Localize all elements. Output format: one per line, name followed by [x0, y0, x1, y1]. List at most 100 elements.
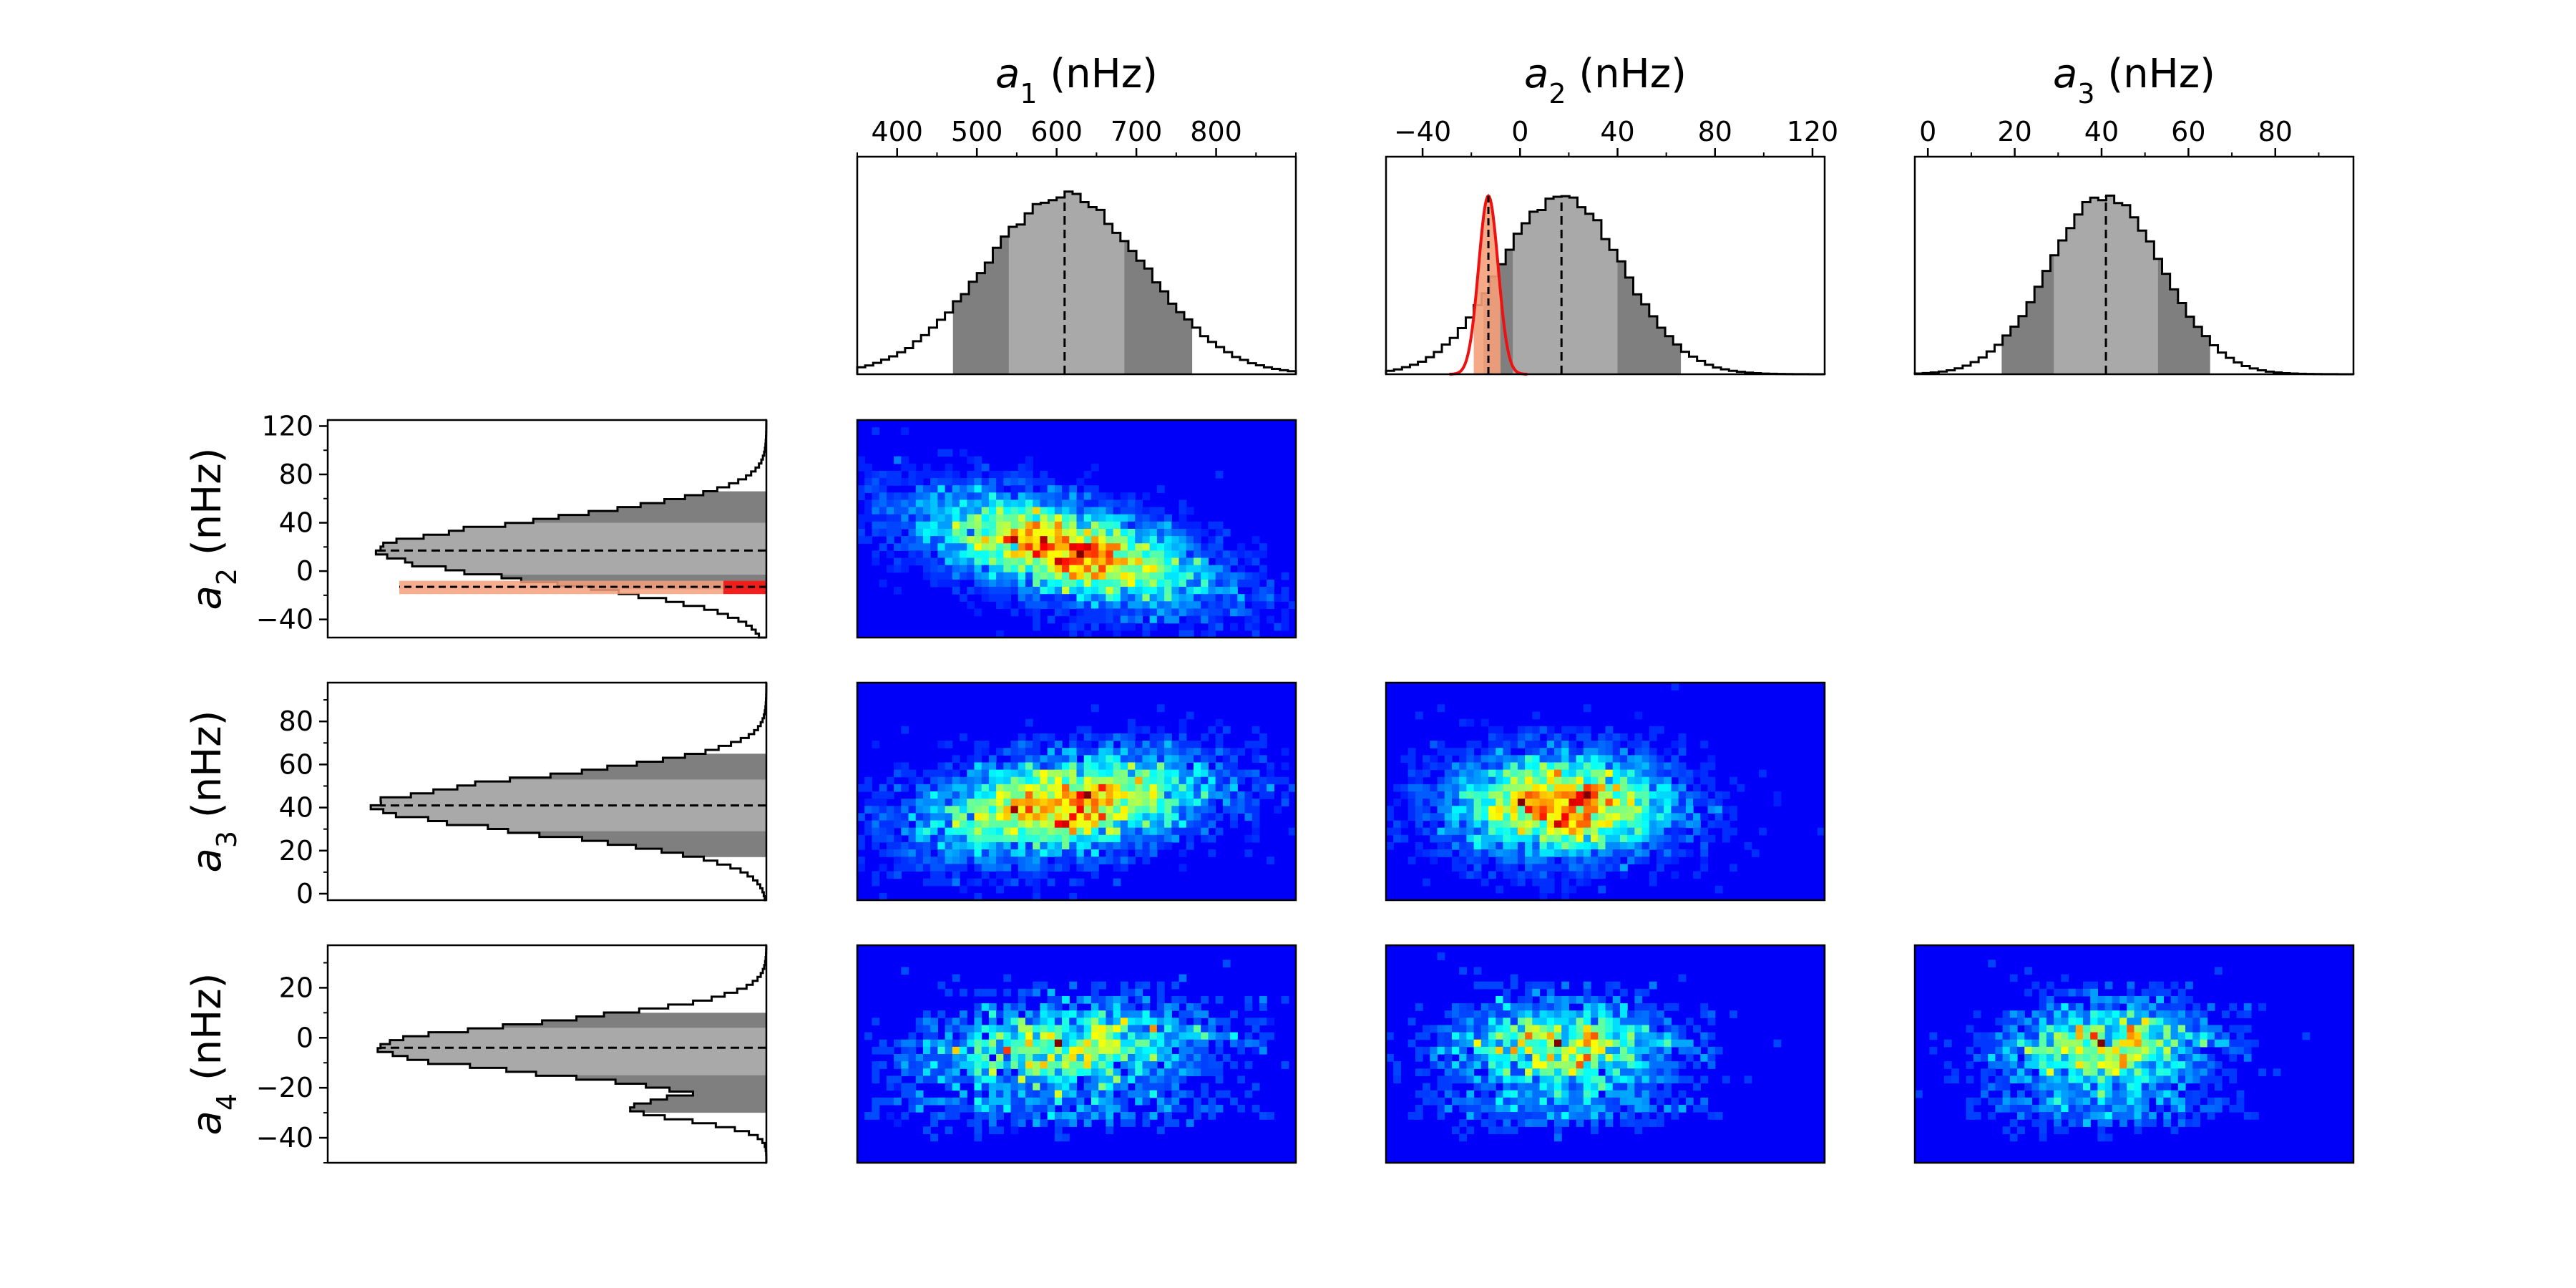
- heatmap-cell: [1634, 995, 1643, 1004]
- heatmap-cell: [2017, 1061, 2025, 1069]
- heatmap-cell: [1281, 748, 1289, 756]
- heatmap-cell: [1113, 1018, 1121, 1026]
- heatmap-cell: [2119, 1104, 2127, 1113]
- heatmap-cell: [1693, 1083, 1701, 1091]
- heatmap-cell: [930, 1112, 938, 1120]
- heatmap-cell: [1583, 995, 1591, 1004]
- heatmap-cell: [1386, 806, 1394, 814]
- heatmap-cell: [945, 1075, 953, 1084]
- heatmap-cell: [945, 741, 953, 748]
- heatmap-cell: [1561, 733, 1570, 741]
- heatmap-cell: [1583, 1075, 1591, 1084]
- heatmap-cell: [1003, 557, 1012, 566]
- heatmap-cell: [1415, 1090, 1423, 1098]
- heatmap-cell: [1120, 1032, 1128, 1040]
- heatmap-cell: [1025, 601, 1033, 610]
- heatmap-cell: [1480, 849, 1489, 857]
- heatmap-cell: [1113, 857, 1121, 864]
- heatmap-cell: [1040, 1032, 1048, 1040]
- heatmap-cell: [967, 565, 975, 573]
- heatmap-cell: [2031, 981, 2040, 990]
- heatmap-cell: [1047, 995, 1055, 1004]
- heatmap-cell: [1128, 529, 1136, 537]
- heatmap-cell: [1583, 1054, 1591, 1062]
- heatmap-cell: [1201, 557, 1209, 566]
- heatmap-cell: [1619, 769, 1628, 778]
- heatmap-cell: [1033, 478, 1041, 486]
- heatmap-cell: [901, 841, 909, 850]
- heatmap-cell: [1120, 806, 1128, 814]
- heatmap-cell: [1025, 1083, 1033, 1091]
- heatmap-cell: [2119, 1112, 2127, 1120]
- joint-heatmap-a2-a3: [1385, 681, 1826, 902]
- axis-symbol: a: [184, 848, 230, 872]
- heatmap-cell: [1142, 1097, 1151, 1106]
- heatmap-cell: [1503, 1018, 1511, 1026]
- heatmap-cell: [1230, 748, 1238, 756]
- heatmap-cell: [1113, 587, 1121, 595]
- heatmap-cell: [1098, 1075, 1106, 1084]
- heatmap-cell: [1033, 1075, 1041, 1084]
- heatmap-cell: [1707, 1112, 1716, 1120]
- heatmap-cell: [952, 470, 960, 479]
- heatmap-cell: [1062, 776, 1070, 785]
- heatmap-cell: [1591, 1025, 1599, 1033]
- heatmap-cell: [1054, 1025, 1063, 1033]
- heatmap-cell: [1069, 748, 1078, 756]
- heatmap-cell: [1047, 1018, 1055, 1026]
- heatmap-cell: [1040, 834, 1048, 843]
- heatmap-cell: [2068, 1010, 2077, 1018]
- heatmap-cell: [1244, 594, 1253, 602]
- heatmap-cell: [1473, 1032, 1482, 1040]
- heatmap-cell: [960, 827, 967, 836]
- heatmap-cell: [2061, 1104, 2069, 1113]
- heatmap-cell: [2075, 1061, 2084, 1069]
- heatmap-cell: [1576, 878, 1584, 887]
- heatmap-cell: [1546, 799, 1555, 806]
- tick-label: 80: [279, 459, 313, 490]
- heatmap-cell: [1135, 849, 1143, 857]
- heatmap-cell: [1047, 1025, 1055, 1033]
- heatmap-cell: [1415, 820, 1423, 829]
- heatmap-cell: [879, 892, 887, 901]
- heatmap-cell: [1018, 1054, 1026, 1062]
- heatmap-cell: [1179, 1039, 1187, 1048]
- heatmap-cell: [1451, 784, 1460, 792]
- heatmap-cell: [1149, 1075, 1158, 1084]
- heatmap-cell: [1135, 1061, 1143, 1069]
- heatmap-cell: [981, 499, 990, 508]
- heatmap-cell: [1259, 776, 1267, 785]
- heatmap-cell: [1106, 615, 1114, 624]
- heatmap-cell: [960, 594, 967, 602]
- heatmap-cell: [1641, 820, 1650, 829]
- heatmap-cell: [1193, 608, 1201, 617]
- heatmap-cell: [988, 521, 997, 530]
- heatmap-cell: [937, 557, 946, 566]
- heatmap-cell: [864, 806, 873, 814]
- heatmap-cell: [2031, 1061, 2040, 1069]
- heatmap-cell: [1135, 1010, 1143, 1018]
- heatmap-cell: [1186, 1061, 1194, 1069]
- heatmap-cell: [1641, 988, 1650, 997]
- heatmap-cell: [2068, 1003, 2077, 1011]
- heatmap-cell: [1480, 806, 1489, 814]
- heatmap-cell: [1707, 755, 1716, 763]
- heatmap-cell: [915, 1090, 924, 1098]
- heatmap-cell: [2046, 1010, 2054, 1018]
- heatmap-cell: [1142, 579, 1151, 587]
- heatmap-cell: [1208, 608, 1216, 617]
- heatmap-cell: [1186, 1054, 1194, 1062]
- heatmap-cell: [1076, 813, 1085, 821]
- heatmap-cell: [996, 1090, 1004, 1098]
- heatmap-cell: [1186, 623, 1194, 631]
- heatmap-cell: [2258, 1068, 2266, 1076]
- heatmap-cell: [1473, 841, 1482, 850]
- heatmap-cell: [2017, 1090, 2025, 1098]
- heatmap-cell: [1685, 834, 1694, 843]
- heatmap-cell: [1076, 784, 1085, 792]
- heatmap-cell: [2104, 1039, 2113, 1048]
- heatmap-cell: [1186, 565, 1194, 573]
- heatmap-cell: [1415, 791, 1423, 799]
- heatmap-cell: [2090, 1068, 2099, 1076]
- heatmap-cell: [1113, 878, 1121, 887]
